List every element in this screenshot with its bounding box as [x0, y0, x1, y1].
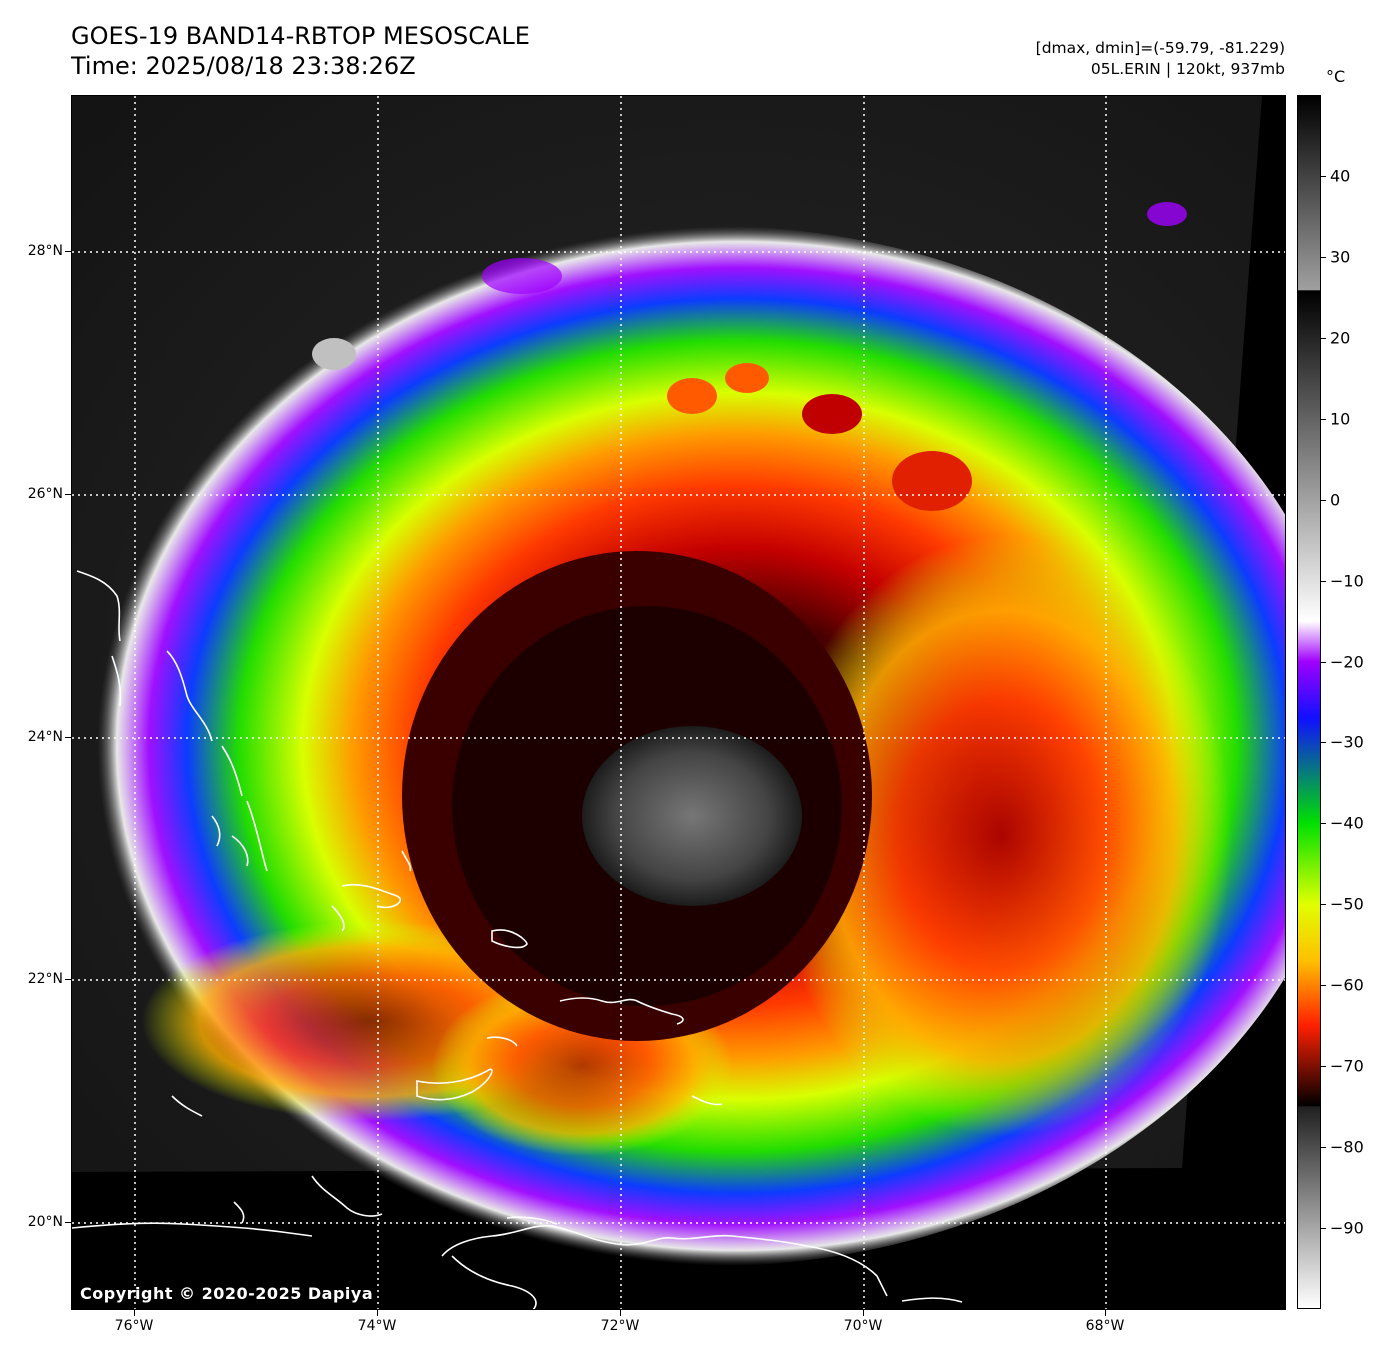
colorbar-tick	[1321, 1228, 1326, 1230]
colorbar-label: −20	[1330, 652, 1364, 672]
map-title: GOES-19 BAND14-RBTOP MESOSCALE	[71, 22, 530, 50]
colorbar-label: 0	[1330, 490, 1341, 510]
lon-label-72w: 72°W	[600, 1318, 640, 1334]
colorbar-label: 10	[1330, 409, 1351, 429]
colorbar-tick	[1321, 1147, 1326, 1149]
lat-label-20n: 20°N	[27, 1214, 63, 1230]
storm-info: 05L.ERIN | 120kt, 937mb	[1090, 60, 1285, 78]
colorbar-tick	[1321, 904, 1326, 906]
satellite-imagery	[72, 96, 1285, 1309]
colorbar-label: −90	[1330, 1218, 1364, 1238]
lon-tick	[863, 1310, 864, 1316]
lon-label-74w: 74°W	[357, 1318, 397, 1334]
colorbar	[1297, 95, 1321, 1309]
colorbar-label: −70	[1330, 1056, 1364, 1076]
coastlines	[72, 570, 963, 1309]
lat-label-26n: 26°N	[27, 486, 63, 502]
colorbar-tick	[1321, 1066, 1326, 1068]
lat-label-28n: 28°N	[27, 243, 63, 259]
colorbar-tick	[1321, 742, 1326, 744]
colorbar-tick	[1321, 661, 1326, 663]
colorbar-label: 30	[1330, 247, 1351, 267]
satellite-map: Copyright © 2020-2025 Dapiya	[71, 95, 1286, 1310]
colorbar-label: −10	[1330, 571, 1364, 591]
copyright-text: Copyright © 2020-2025 Dapiya	[80, 1284, 374, 1303]
colorbar-tick	[1321, 580, 1326, 582]
lat-tick	[65, 251, 71, 252]
lon-tick	[377, 1310, 378, 1316]
colorbar-tick	[1321, 985, 1326, 987]
colorbar-label: 20	[1330, 328, 1351, 348]
colorbar-tick	[1321, 823, 1326, 825]
lon-label-68w: 68°W	[1085, 1318, 1125, 1334]
colorbar-label: −50	[1330, 894, 1364, 914]
lat-tick	[65, 737, 71, 738]
colorbar-tick	[1321, 175, 1326, 177]
lon-tick	[620, 1310, 621, 1316]
lat-label-22n: 22°N	[27, 971, 63, 987]
colorbar-tick	[1321, 499, 1326, 501]
lon-tick	[1105, 1310, 1106, 1316]
colorbar-tick	[1321, 418, 1326, 420]
colorbar-label: −80	[1330, 1137, 1364, 1157]
colorbar-tick	[1321, 256, 1326, 258]
colorbar-unit: °C	[1326, 67, 1346, 86]
lon-label-76w: 76°W	[114, 1318, 154, 1334]
lat-label-24n: 24°N	[27, 729, 63, 745]
lat-tick	[65, 494, 71, 495]
colorbar-label: −60	[1330, 975, 1364, 995]
lat-tick	[65, 1222, 71, 1223]
map-timestamp: Time: 2025/08/18 23:38:26Z	[71, 52, 416, 80]
colorbar-label: −30	[1330, 732, 1364, 752]
lon-label-70w: 70°W	[843, 1318, 883, 1334]
colorbar-label: −40	[1330, 813, 1364, 833]
lon-tick	[134, 1310, 135, 1316]
range-readout: [dmax, dmin]=(-59.79, -81.229)	[1035, 39, 1285, 57]
colorbar-label: 40	[1330, 166, 1351, 186]
colorbar-tick	[1321, 337, 1326, 339]
lat-tick	[65, 979, 71, 980]
